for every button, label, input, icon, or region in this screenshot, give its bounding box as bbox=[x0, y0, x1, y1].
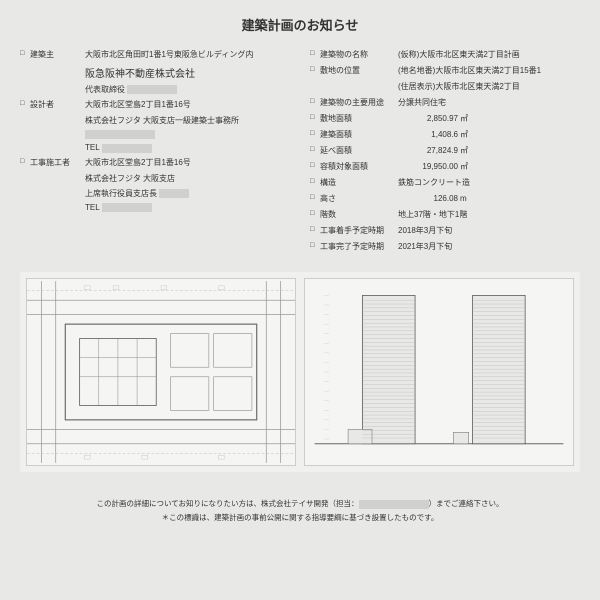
bullet-icon: □ bbox=[310, 49, 320, 61]
info-row: □工事着手予定時期2018年3月下旬 bbox=[310, 225, 580, 237]
field-label: 敷地の位置 bbox=[320, 65, 398, 77]
field-label: 延べ面積 bbox=[320, 145, 398, 157]
bullet-icon: □ bbox=[310, 145, 320, 157]
info-row: □建築面積1,408.6㎡ bbox=[310, 129, 580, 141]
bullet-icon: □ bbox=[310, 177, 320, 189]
designer-addr: 大阪市北区堂島2丁目1番16号 bbox=[85, 99, 280, 111]
field-unit: ㎡ bbox=[458, 161, 476, 173]
info-section: □ 建築主 大阪市北区角田町1番1号東阪急ビルディング内 阪急阪神不動産株式会社… bbox=[20, 49, 580, 257]
page-title: 建築計画のお知らせ bbox=[20, 15, 580, 34]
field-value: 2,850.97 bbox=[398, 113, 458, 125]
redacted-text bbox=[102, 203, 152, 212]
left-column: □ 建築主 大阪市北区角田町1番1号東阪急ビルディング内 阪急阪神不動産株式会社… bbox=[20, 49, 280, 257]
bullet-icon: □ bbox=[310, 65, 320, 77]
bullet-icon: □ bbox=[310, 97, 320, 109]
bullet-icon: □ bbox=[20, 157, 30, 169]
info-row: □階数地上37階・地下1階 bbox=[310, 209, 580, 221]
field-label: 構造 bbox=[320, 177, 398, 189]
field-value: 27,824.9 bbox=[398, 145, 458, 157]
bullet-icon: □ bbox=[310, 193, 320, 205]
bullet-icon: □ bbox=[20, 99, 30, 111]
info-row: □構造鉄筋コンクリート造 bbox=[310, 177, 580, 189]
field-label: 高さ bbox=[320, 193, 398, 205]
field-value: 1,408.6 bbox=[398, 129, 458, 141]
builder-addr: 大阪市北区堂島2丁目1番16号 bbox=[85, 157, 280, 169]
field-value: 126.08 bbox=[398, 193, 458, 205]
field-value: 2018年3月下旬 bbox=[398, 225, 580, 237]
field-label: 工事完了予定時期 bbox=[320, 241, 398, 253]
field-label: 敷地面積 bbox=[320, 113, 398, 125]
field-value: 19,950.00 bbox=[398, 161, 458, 173]
field-value: 分譲共同住宅 bbox=[398, 97, 580, 109]
info-row: (住居表示)大阪市北区東天満2丁目 bbox=[310, 81, 580, 93]
owner-rep: 代表取締役 bbox=[20, 84, 280, 95]
site-plan-drawing bbox=[26, 278, 296, 466]
redacted-text bbox=[127, 85, 177, 94]
field-unit: ㎡ bbox=[458, 145, 476, 157]
redacted-text bbox=[85, 130, 155, 139]
right-column: □建築物の名称(仮称)大阪市北区東天満2丁目計画□敷地の位置(地名地番)大阪市北… bbox=[310, 49, 580, 257]
builder-rep: 上席執行役員支店長 bbox=[20, 188, 280, 199]
field-value: 地上37階・地下1階 bbox=[398, 209, 580, 221]
field-label: 工事着手予定時期 bbox=[320, 225, 398, 237]
redacted-text bbox=[159, 189, 189, 198]
builder-label: 工事施工者 bbox=[30, 157, 85, 169]
field-unit: m bbox=[458, 193, 476, 205]
bullet-icon: □ bbox=[310, 225, 320, 237]
bullet-icon: □ bbox=[310, 241, 320, 253]
field-value: (仮称)大阪市北区東天満2丁目計画 bbox=[398, 49, 580, 61]
drawings-section bbox=[20, 272, 580, 472]
field-label: 建築面積 bbox=[320, 129, 398, 141]
footer-text: この計画の詳細についてお知りになりたい方は、株式会社テイサ開発（担当：）までご連… bbox=[20, 497, 580, 524]
info-row: □容積対象面積19,950.00㎡ bbox=[310, 161, 580, 173]
field-label: 建築物の主要用途 bbox=[320, 97, 398, 109]
builder-company: 株式会社フジタ 大阪支店 bbox=[20, 173, 280, 184]
elevation-drawing bbox=[304, 278, 574, 466]
field-label: 容積対象面積 bbox=[320, 161, 398, 173]
owner-label: 建築主 bbox=[30, 49, 85, 61]
bullet-icon: □ bbox=[310, 129, 320, 141]
info-row: □工事完了予定時期2021年3月下旬 bbox=[310, 241, 580, 253]
owner-addr: 大阪市北区角田町1番1号東阪急ビルディング内 bbox=[85, 49, 280, 61]
designer-company: 株式会社フジタ 大阪支店一級建築士事務所 bbox=[20, 115, 280, 126]
field-value: (地名地番)大阪市北区東天満2丁目15番1 bbox=[398, 65, 580, 77]
field-value: 鉄筋コンクリート造 bbox=[398, 177, 580, 189]
builder-tel: TEL bbox=[20, 203, 280, 212]
field-unit: ㎡ bbox=[458, 129, 476, 141]
bullet-icon: □ bbox=[310, 161, 320, 173]
field-value: 2021年3月下旬 bbox=[398, 241, 580, 253]
field-unit: ㎡ bbox=[458, 113, 476, 125]
info-row: □高さ126.08m bbox=[310, 193, 580, 205]
field-label: 階数 bbox=[320, 209, 398, 221]
info-row: □敷地面積2,850.97㎡ bbox=[310, 113, 580, 125]
bullet-icon: □ bbox=[310, 209, 320, 221]
bullet-icon: □ bbox=[310, 113, 320, 125]
info-row: □敷地の位置(地名地番)大阪市北区東天満2丁目15番1 bbox=[310, 65, 580, 77]
bullet-icon: □ bbox=[20, 49, 30, 61]
field-label bbox=[320, 81, 398, 93]
owner-company: 阪急阪神不動産株式会社 bbox=[20, 65, 280, 80]
bullet-icon bbox=[310, 81, 320, 93]
info-row: □建築物の主要用途分譲共同住宅 bbox=[310, 97, 580, 109]
designer-rep bbox=[20, 130, 280, 139]
field-value: (住居表示)大阪市北区東天満2丁目 bbox=[398, 81, 580, 93]
info-row: □延べ面積27,824.9㎡ bbox=[310, 145, 580, 157]
redacted-text bbox=[359, 500, 429, 509]
redacted-text bbox=[102, 144, 152, 153]
designer-tel: TEL bbox=[20, 143, 280, 152]
field-label: 建築物の名称 bbox=[320, 49, 398, 61]
info-row: □建築物の名称(仮称)大阪市北区東天満2丁目計画 bbox=[310, 49, 580, 61]
designer-label: 設計者 bbox=[30, 99, 85, 111]
